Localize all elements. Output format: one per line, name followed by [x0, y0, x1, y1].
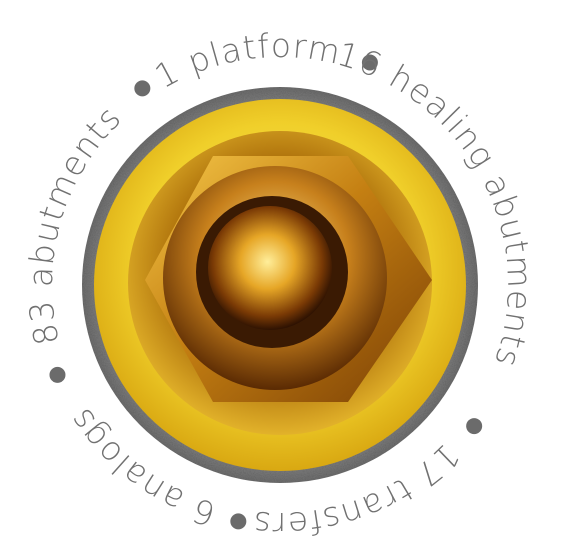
separator-dot	[361, 54, 378, 71]
separator-dot	[466, 418, 483, 435]
separator-dot	[49, 366, 66, 383]
separator-dot	[230, 513, 247, 530]
ring-label: 1 platform	[148, 26, 344, 96]
ball	[208, 206, 332, 330]
ring-label-text: 1 platform	[148, 26, 343, 96]
separator-dot	[134, 80, 151, 97]
dots	[49, 54, 483, 530]
